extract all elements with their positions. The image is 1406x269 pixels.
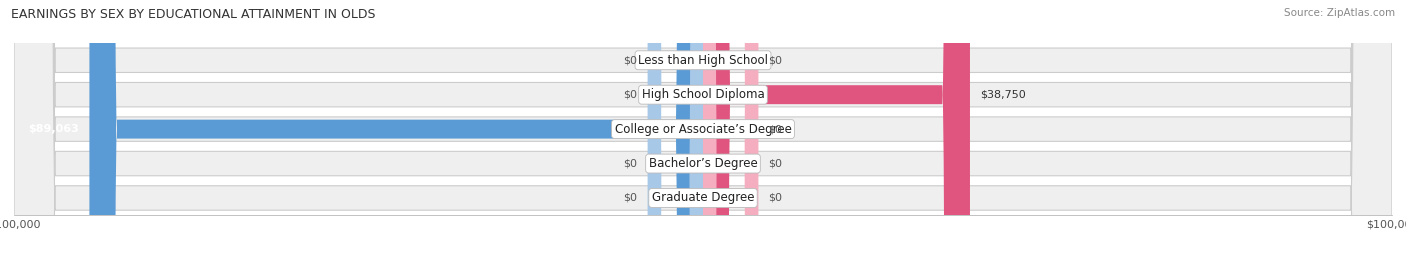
FancyBboxPatch shape xyxy=(14,0,1392,269)
FancyBboxPatch shape xyxy=(648,0,703,269)
Text: $0: $0 xyxy=(623,193,637,203)
FancyBboxPatch shape xyxy=(648,0,703,269)
Text: $0: $0 xyxy=(623,90,637,100)
FancyBboxPatch shape xyxy=(14,0,1392,269)
Text: College or Associate’s Degree: College or Associate’s Degree xyxy=(614,123,792,136)
FancyBboxPatch shape xyxy=(703,0,970,269)
Text: Bachelor’s Degree: Bachelor’s Degree xyxy=(648,157,758,170)
Text: $0: $0 xyxy=(769,124,783,134)
FancyBboxPatch shape xyxy=(14,0,1392,269)
Text: $0: $0 xyxy=(769,158,783,169)
Text: Source: ZipAtlas.com: Source: ZipAtlas.com xyxy=(1284,8,1395,18)
Text: $89,063: $89,063 xyxy=(28,124,79,134)
Text: Graduate Degree: Graduate Degree xyxy=(652,192,754,204)
FancyBboxPatch shape xyxy=(14,0,1392,269)
FancyBboxPatch shape xyxy=(14,0,1392,269)
FancyBboxPatch shape xyxy=(648,0,703,269)
FancyBboxPatch shape xyxy=(648,0,703,269)
Text: $0: $0 xyxy=(769,193,783,203)
FancyBboxPatch shape xyxy=(703,0,758,269)
FancyBboxPatch shape xyxy=(90,0,703,269)
FancyBboxPatch shape xyxy=(703,0,758,269)
FancyBboxPatch shape xyxy=(703,0,758,269)
FancyBboxPatch shape xyxy=(703,0,758,269)
Text: $0: $0 xyxy=(623,55,637,65)
Text: $0: $0 xyxy=(623,158,637,169)
Text: High School Diploma: High School Diploma xyxy=(641,88,765,101)
Text: $38,750: $38,750 xyxy=(980,90,1026,100)
Text: EARNINGS BY SEX BY EDUCATIONAL ATTAINMENT IN OLDS: EARNINGS BY SEX BY EDUCATIONAL ATTAINMEN… xyxy=(11,8,375,21)
Text: $0: $0 xyxy=(769,55,783,65)
Text: Less than High School: Less than High School xyxy=(638,54,768,67)
